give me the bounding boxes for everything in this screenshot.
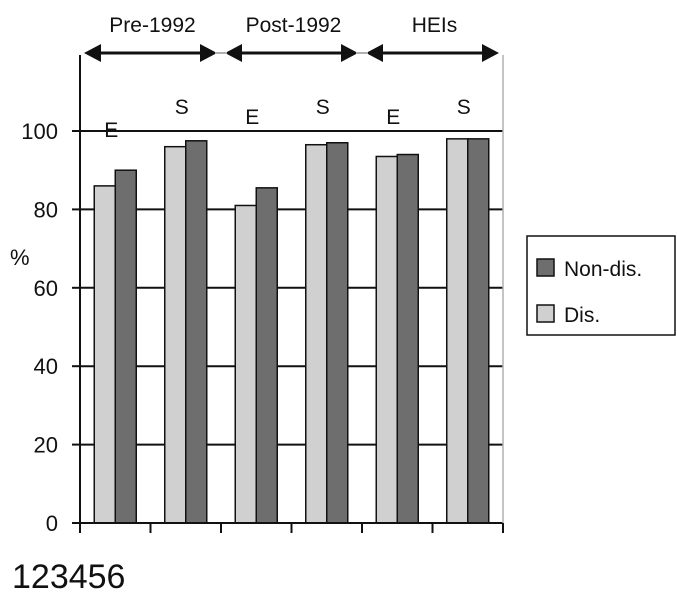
y-tick-label: 100 xyxy=(21,119,58,144)
annotation-label: S xyxy=(316,96,330,119)
gridlines xyxy=(80,130,503,446)
annotation-label: E xyxy=(245,106,259,129)
y-tick-label: 40 xyxy=(34,354,58,379)
group-arrowhead-right xyxy=(200,44,217,62)
y-tick-label: 80 xyxy=(34,197,58,222)
group-arrows: Pre-1992 Post-1992 HEIs xyxy=(84,14,499,62)
legend: Non-dis. Dis. xyxy=(526,235,676,336)
annotation-label: S xyxy=(175,96,189,119)
legend-swatch-dis xyxy=(536,304,555,323)
bar-non-dis xyxy=(114,169,137,524)
y-axis-label: % xyxy=(10,245,30,270)
group-arrowhead-left xyxy=(225,44,242,62)
bar-dis xyxy=(234,204,257,524)
bar-non-dis xyxy=(255,187,278,524)
category-labels: 123456 xyxy=(12,558,125,592)
annotation-label: S xyxy=(457,96,471,119)
group-arrowhead-right xyxy=(341,44,358,62)
y-tick-label: 20 xyxy=(34,433,58,458)
legend-swatch-non-dis xyxy=(536,258,555,277)
group-arrowhead-right xyxy=(482,44,499,62)
bar-non-dis xyxy=(185,140,208,524)
bar-non-dis xyxy=(396,153,419,524)
bar-non-dis xyxy=(467,138,490,524)
annotation-label: E xyxy=(386,106,400,129)
y-tick-label: 60 xyxy=(34,276,58,301)
bar-dis xyxy=(93,185,116,524)
bar-dis xyxy=(164,145,187,524)
legend-label-dis: Dis. xyxy=(564,304,600,327)
bar-dis xyxy=(305,143,328,524)
bar-dis xyxy=(375,155,398,524)
y-tick-label: 0 xyxy=(46,511,58,536)
axes xyxy=(72,55,504,533)
group-label: Pre-1992 xyxy=(109,14,195,37)
bar-dis xyxy=(446,138,469,524)
y-tick-labels: 0 20 40 60 80 100 xyxy=(21,119,58,536)
group-label: Post-1992 xyxy=(246,14,342,37)
legend-label-non-dis: Non-dis. xyxy=(564,258,642,281)
group-arrowhead-left xyxy=(84,44,101,62)
annotation-label: E xyxy=(104,119,118,142)
bars xyxy=(93,138,490,524)
bar-non-dis xyxy=(326,142,349,524)
group-arrowhead-left xyxy=(366,44,383,62)
annotations: E S E S E S xyxy=(104,96,471,142)
group-label: HEIs xyxy=(412,14,458,37)
